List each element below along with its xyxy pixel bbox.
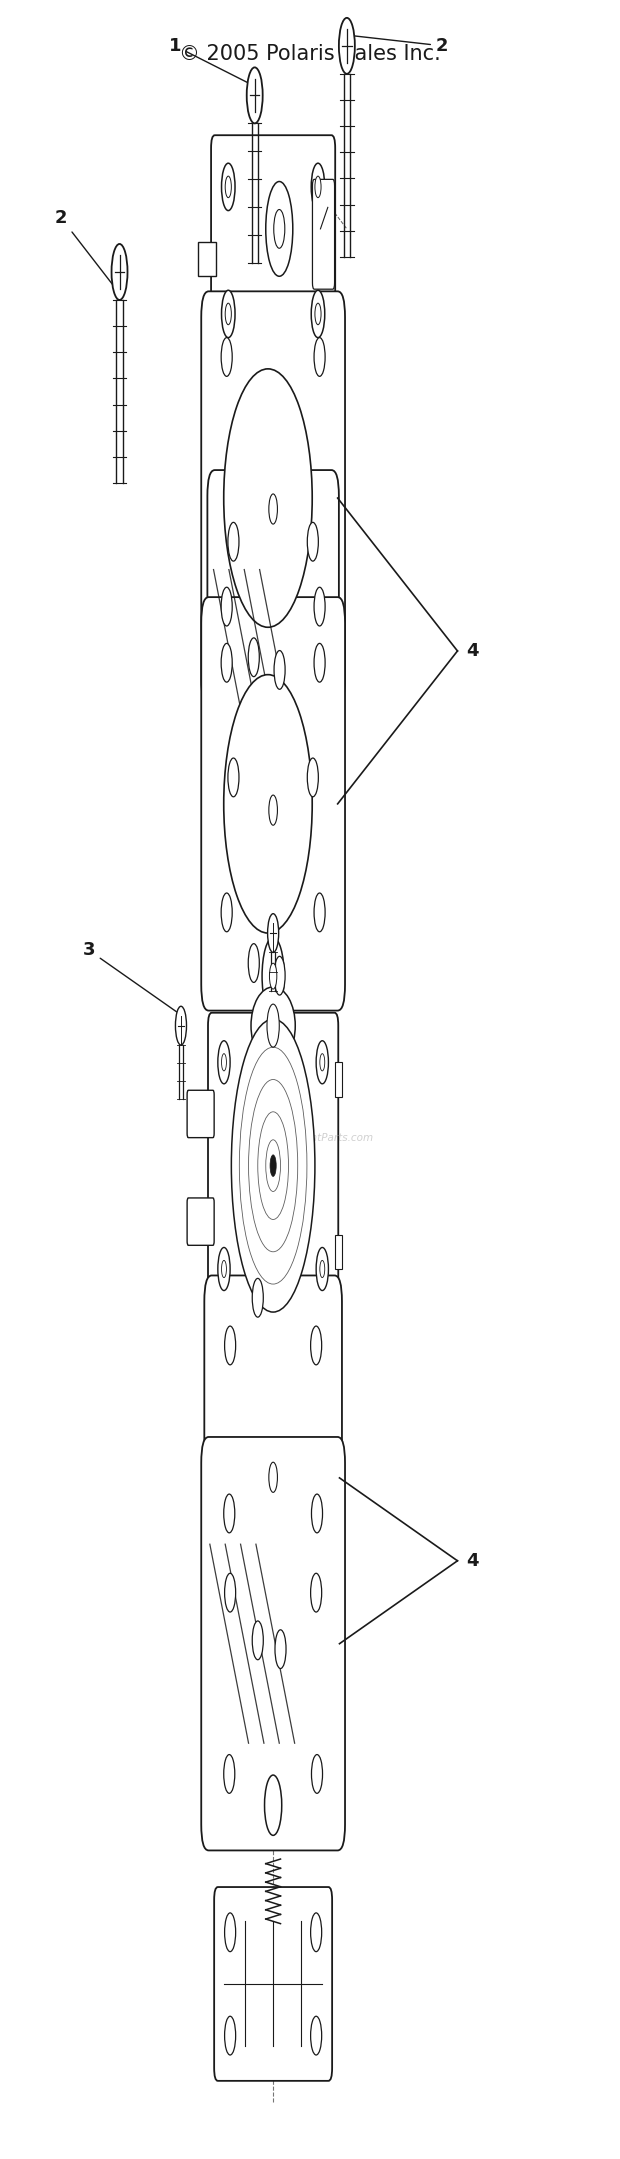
Circle shape xyxy=(266,181,293,276)
Circle shape xyxy=(314,894,325,933)
FancyBboxPatch shape xyxy=(205,1276,342,1680)
Bar xyxy=(335,1235,342,1269)
Circle shape xyxy=(218,1041,230,1084)
Circle shape xyxy=(268,913,278,952)
FancyBboxPatch shape xyxy=(202,598,345,1010)
FancyBboxPatch shape xyxy=(187,1090,214,1138)
Circle shape xyxy=(248,943,259,982)
FancyBboxPatch shape xyxy=(312,179,335,289)
FancyBboxPatch shape xyxy=(214,1887,332,2081)
Bar xyxy=(335,1062,342,1097)
Circle shape xyxy=(311,289,325,337)
Circle shape xyxy=(269,1462,277,1492)
Circle shape xyxy=(224,1755,235,1794)
Circle shape xyxy=(320,1054,325,1071)
Circle shape xyxy=(315,302,321,324)
Circle shape xyxy=(221,1054,226,1071)
Circle shape xyxy=(308,758,318,797)
Circle shape xyxy=(314,643,325,682)
Circle shape xyxy=(274,650,285,689)
Circle shape xyxy=(224,1494,235,1533)
Text: 4: 4 xyxy=(467,1552,479,1570)
Text: eReplacementParts.com: eReplacementParts.com xyxy=(246,1133,374,1142)
Circle shape xyxy=(316,1248,329,1291)
Circle shape xyxy=(175,1006,187,1045)
Circle shape xyxy=(267,1004,279,1047)
Circle shape xyxy=(221,1261,226,1278)
Circle shape xyxy=(339,17,355,73)
Circle shape xyxy=(224,1326,236,1364)
Circle shape xyxy=(311,2017,322,2055)
Circle shape xyxy=(269,795,277,825)
Circle shape xyxy=(314,337,325,376)
Circle shape xyxy=(224,2017,236,2055)
Circle shape xyxy=(231,1019,315,1313)
Circle shape xyxy=(262,937,284,1015)
Circle shape xyxy=(314,587,325,626)
FancyBboxPatch shape xyxy=(207,471,339,848)
Circle shape xyxy=(311,1494,322,1533)
Circle shape xyxy=(311,1755,322,1794)
Circle shape xyxy=(311,164,325,212)
Circle shape xyxy=(274,956,285,995)
FancyBboxPatch shape xyxy=(208,1013,339,1319)
FancyBboxPatch shape xyxy=(187,1198,214,1246)
Circle shape xyxy=(224,1574,236,1613)
Circle shape xyxy=(274,209,285,248)
Ellipse shape xyxy=(251,987,295,1064)
Circle shape xyxy=(252,1621,264,1660)
Circle shape xyxy=(269,1794,277,1824)
Circle shape xyxy=(225,302,231,324)
Circle shape xyxy=(224,1913,236,1952)
Text: 2: 2 xyxy=(350,35,448,54)
FancyBboxPatch shape xyxy=(202,291,345,704)
Circle shape xyxy=(221,894,232,933)
Circle shape xyxy=(265,1775,281,1835)
Circle shape xyxy=(248,637,259,676)
Ellipse shape xyxy=(224,369,312,628)
Text: 1: 1 xyxy=(169,37,249,84)
Circle shape xyxy=(221,337,232,376)
Circle shape xyxy=(275,1630,286,1669)
Circle shape xyxy=(252,1278,264,1317)
Circle shape xyxy=(270,1155,276,1177)
Circle shape xyxy=(311,1913,322,1952)
Circle shape xyxy=(270,963,277,989)
Circle shape xyxy=(316,1041,329,1084)
Circle shape xyxy=(269,494,277,525)
Text: 2: 2 xyxy=(55,209,118,291)
Circle shape xyxy=(225,177,231,199)
Ellipse shape xyxy=(224,674,312,933)
Circle shape xyxy=(221,164,235,212)
Text: © 2005 Polaris Sales Inc.: © 2005 Polaris Sales Inc. xyxy=(179,45,441,65)
FancyBboxPatch shape xyxy=(202,1438,345,1850)
Circle shape xyxy=(311,1574,322,1613)
Bar xyxy=(198,242,216,276)
Circle shape xyxy=(320,1261,325,1278)
Text: 4: 4 xyxy=(467,641,479,661)
Circle shape xyxy=(218,1248,230,1291)
Circle shape xyxy=(112,244,128,300)
FancyBboxPatch shape xyxy=(211,136,335,365)
Circle shape xyxy=(221,289,235,337)
Text: 3: 3 xyxy=(82,941,179,1013)
Circle shape xyxy=(308,522,318,561)
Circle shape xyxy=(228,522,239,561)
Circle shape xyxy=(311,1326,322,1364)
Circle shape xyxy=(315,177,321,199)
Circle shape xyxy=(228,758,239,797)
Circle shape xyxy=(221,587,232,626)
Circle shape xyxy=(221,643,232,682)
Circle shape xyxy=(247,67,263,123)
